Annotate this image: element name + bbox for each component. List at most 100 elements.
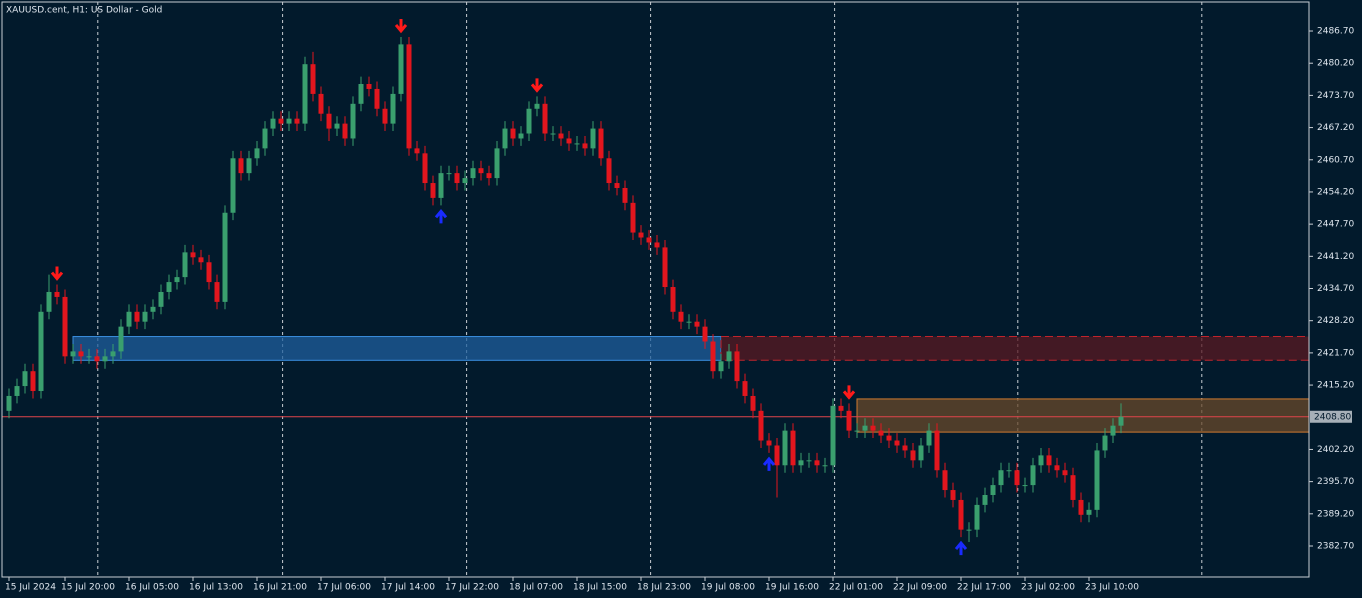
sell-arrow [50, 266, 64, 281]
candle-body [118, 326, 124, 352]
candle-body [1046, 455, 1052, 466]
candle-body [286, 118, 292, 124]
candle-body [1102, 435, 1108, 451]
candle-body [918, 445, 924, 461]
candle-body [1038, 455, 1044, 466]
candle-body [1006, 470, 1012, 472]
candle-body [550, 133, 556, 135]
candle-body [782, 430, 788, 466]
x-tick-label: 23 Jul 10:00 [1085, 583, 1139, 593]
candle-body [398, 44, 404, 94]
candle-body [990, 485, 996, 495]
y-tick-label: 2428.20 [1317, 316, 1354, 326]
candle-body [78, 351, 84, 357]
candle-body [950, 490, 956, 500]
x-tick-label: 17 Jul 22:00 [445, 583, 499, 593]
candle-body [662, 247, 668, 288]
candle-body [822, 465, 828, 467]
candle-body [1078, 499, 1084, 515]
candle-body [966, 529, 972, 531]
candle-body [86, 356, 92, 358]
candle-body [206, 262, 212, 283]
candle-body [638, 232, 644, 238]
zone [856, 398, 1310, 433]
candle-body [310, 64, 316, 94]
candle-body [622, 187, 628, 203]
candle-body [230, 158, 236, 213]
y-tick-label: 2395.70 [1317, 477, 1354, 487]
candle-body [342, 123, 348, 139]
candle-body [910, 450, 916, 461]
x-tick-label: 16 Jul 13:00 [189, 583, 243, 593]
candle-body [294, 118, 300, 124]
x-tick-label: 19 Jul 16:00 [765, 583, 819, 593]
candle-body [598, 128, 604, 159]
sell-arrow [394, 18, 408, 34]
buy-arrow [434, 208, 448, 224]
candle-body [350, 103, 356, 139]
candle-body [1054, 465, 1060, 471]
y-tick-label: 2434.70 [1317, 284, 1354, 294]
candle-body [982, 494, 988, 505]
candle-body [734, 351, 740, 382]
candle-body [278, 118, 284, 124]
y-tick-label: 2473.70 [1317, 91, 1354, 101]
x-tick-label: 23 Jul 02:00 [1021, 583, 1075, 593]
candle-body [574, 143, 580, 145]
candle-body [518, 133, 524, 139]
candle-body [870, 425, 876, 431]
y-tick-label: 2402.20 [1317, 445, 1354, 455]
candle-body [774, 445, 780, 466]
candle-body [614, 183, 620, 188]
x-tick-label: 17 Jul 14:00 [381, 583, 435, 593]
candle-body [894, 440, 900, 446]
y-tick-label: 2467.20 [1317, 123, 1354, 133]
candle-body [534, 103, 540, 109]
candle-body [390, 93, 396, 124]
candle-body [526, 108, 532, 134]
candle-body [886, 435, 892, 441]
candle-body [942, 470, 948, 491]
candle-body [710, 341, 716, 372]
candle-body [1110, 425, 1116, 436]
candle-body [430, 183, 436, 198]
candle-body [478, 168, 484, 174]
candle-body [102, 356, 108, 362]
candle-body [238, 158, 244, 174]
candle-body [302, 64, 308, 124]
candle-body [702, 326, 708, 342]
candle-body [54, 291, 60, 297]
x-tick-label: 19 Jul 08:00 [701, 583, 755, 593]
candle-body [590, 128, 596, 149]
candle-body [406, 44, 412, 149]
candle-body [454, 173, 460, 184]
candle-body [750, 395, 756, 411]
candle-body [502, 128, 508, 149]
candle-body [686, 321, 692, 323]
candle-body [222, 212, 228, 302]
candle-body [766, 440, 772, 446]
candle-body [998, 470, 1004, 486]
candle-body [470, 168, 476, 179]
candle-body [558, 133, 564, 139]
candle-body [414, 148, 420, 154]
candle-body [742, 381, 748, 396]
x-tick-label: 16 Jul 05:00 [125, 583, 179, 593]
x-tick-label: 22 Jul 01:00 [829, 583, 883, 593]
candle-body [318, 93, 324, 114]
candle-body [374, 88, 380, 109]
candle-body [14, 386, 20, 396]
candle-body [1086, 509, 1092, 515]
candle-body [438, 173, 444, 198]
x-tick-label: 18 Jul 23:00 [637, 583, 691, 593]
candle-body [46, 291, 52, 312]
plot-frame [1, 1, 1310, 578]
candle-body [446, 173, 452, 175]
x-tick-label: 16 Jul 21:00 [253, 583, 307, 593]
candle-body [254, 148, 260, 159]
candle-body [1014, 470, 1020, 486]
y-tick-label: 2460.70 [1317, 155, 1354, 165]
x-tick-label: 18 Jul 07:00 [509, 583, 563, 593]
